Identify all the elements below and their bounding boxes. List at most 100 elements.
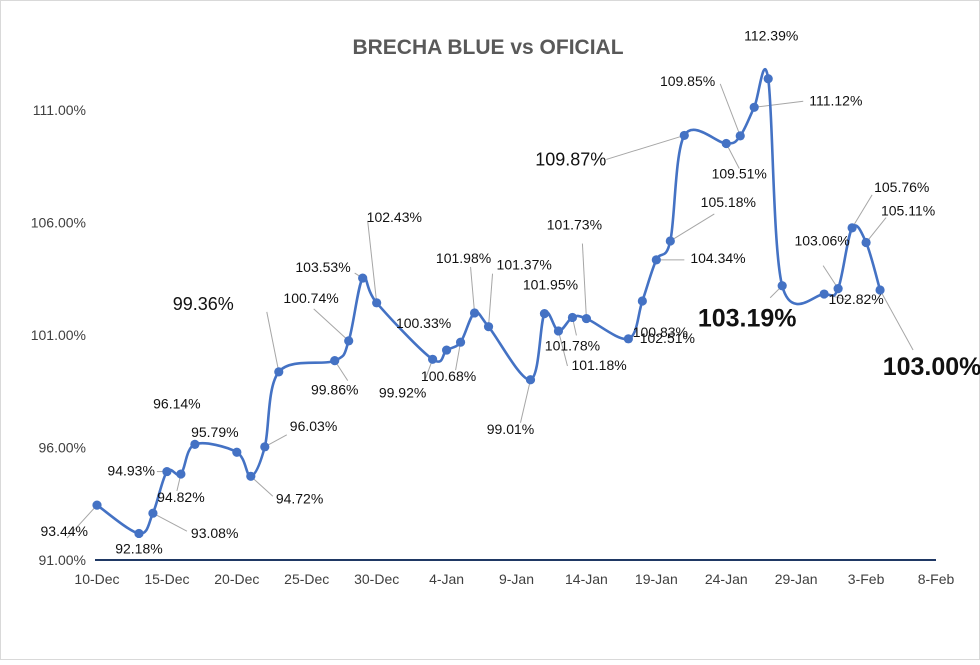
data-point-marker <box>483 322 494 332</box>
data-point-marker <box>92 500 102 510</box>
data-point-marker <box>274 367 284 377</box>
chart-title: BRECHA BLUE vs OFICIAL <box>352 36 623 59</box>
data-point-marker <box>861 237 871 248</box>
data-point-marker <box>581 313 592 324</box>
data-point-marker <box>847 223 857 233</box>
data-point-marker <box>176 469 186 479</box>
data-label-leader <box>313 308 350 342</box>
data-label: 102.43% <box>367 209 422 225</box>
data-label: 103.53% <box>295 259 350 275</box>
data-label: 94.72% <box>276 490 323 506</box>
data-label: 103.00% <box>883 353 980 381</box>
data-point-marker <box>441 345 452 355</box>
data-label-leader-lines <box>66 83 914 539</box>
data-point-marker <box>735 131 745 141</box>
y-tick-label: 91.00% <box>39 552 86 568</box>
data-labels: 93.44% 92.18% 93.08% 94.93%94.82% 96.14% 95.7… <box>41 28 980 557</box>
data-point-marker <box>455 337 466 347</box>
data-point-marker <box>148 508 158 518</box>
data-label: 96.14% <box>153 395 200 411</box>
data-point-marker <box>190 439 200 449</box>
data-label-leader <box>250 475 274 497</box>
data-label: 96.03% <box>290 418 337 434</box>
x-tick-label: 30-Dec <box>354 571 399 587</box>
data-label: 100.74% <box>283 290 338 306</box>
x-tick-label: 10-Dec <box>74 571 119 587</box>
data-point-marker <box>469 308 480 318</box>
x-tick-label: 4-Jan <box>429 571 464 587</box>
x-tick-label: 29-Jan <box>775 571 818 587</box>
x-axis-tick-labels: 10-Dec 15-Dec 20-Dec 25-Dec 30-Dec 4-Jan 9-Jan… <box>74 571 954 587</box>
data-point-marker <box>358 273 368 283</box>
data-label-leader <box>519 379 531 423</box>
data-point-marker <box>525 375 536 385</box>
data-point-marker <box>330 356 340 366</box>
data-label: 105.18% <box>701 194 756 210</box>
y-tick-label: 101.00% <box>31 327 86 343</box>
data-label: 100.33% <box>396 315 451 331</box>
data-label: 103.19% <box>698 305 797 333</box>
data-label-leader <box>725 143 740 169</box>
data-label-leader <box>455 342 462 371</box>
data-label-leader <box>488 273 494 327</box>
data-point-marker <box>134 528 144 539</box>
data-label-leader <box>266 311 280 372</box>
data-label: 105.11% <box>881 203 935 219</box>
data-label: 93.44% <box>41 523 88 539</box>
data-label: 99.86% <box>311 382 358 398</box>
data-label: 101.37% <box>497 257 552 273</box>
data-point-marker <box>679 130 689 141</box>
data-label: 105.76% <box>874 179 929 195</box>
data-label: 99.36% <box>173 294 234 314</box>
x-tick-label: 20-Dec <box>214 571 259 587</box>
x-tick-label: 24-Jan <box>705 571 748 587</box>
x-tick-label: 14-Jan <box>565 571 608 587</box>
data-label: 100.68% <box>421 368 476 384</box>
data-point-marker <box>162 466 172 477</box>
data-label-leader <box>670 213 715 242</box>
data-label-leader <box>719 83 741 137</box>
y-tick-label: 111.00% <box>33 102 86 118</box>
data-label-leader <box>865 217 887 243</box>
data-point-marker <box>875 285 885 295</box>
data-point-marker <box>344 336 354 346</box>
data-label: 95.79% <box>191 424 238 440</box>
data-point-marker <box>246 471 256 481</box>
data-label-leader <box>367 220 378 303</box>
data-point-marker <box>637 296 647 306</box>
data-label-leader <box>557 330 568 367</box>
data-point-marker <box>428 354 438 364</box>
data-label: 109.51% <box>712 166 767 182</box>
x-tick-label: 9-Jan <box>499 571 534 587</box>
data-point-marker <box>553 326 564 336</box>
data-label-leader <box>754 100 804 108</box>
data-point-marker <box>539 309 550 319</box>
data-label: 94.93% <box>107 463 154 479</box>
series-line <box>95 68 882 535</box>
data-point-marker <box>819 289 829 299</box>
data-label: 99.92% <box>379 384 426 400</box>
data-label: 94.82% <box>157 489 204 505</box>
data-label: 102.82% <box>828 291 883 307</box>
data-label: 92.18% <box>115 540 162 556</box>
data-point-marker <box>567 312 578 323</box>
data-label: 104.34% <box>690 250 745 266</box>
data-point-marker <box>232 447 242 457</box>
data-label: 102.51% <box>640 330 695 346</box>
series-markers <box>92 74 885 539</box>
data-label-leader <box>152 512 188 532</box>
data-label-leader <box>851 194 873 229</box>
data-point-marker <box>651 255 661 265</box>
data-label: 99.01% <box>487 421 534 437</box>
data-point-marker <box>763 74 773 84</box>
data-label-leader <box>879 289 914 351</box>
data-point-marker <box>833 284 843 294</box>
data-label: 101.18% <box>571 357 626 373</box>
y-tick-label: 96.00% <box>39 440 86 456</box>
data-point-marker <box>260 442 270 452</box>
data-point-marker <box>721 138 731 149</box>
data-label: 101.95% <box>523 277 578 293</box>
data-point-marker <box>623 334 633 344</box>
